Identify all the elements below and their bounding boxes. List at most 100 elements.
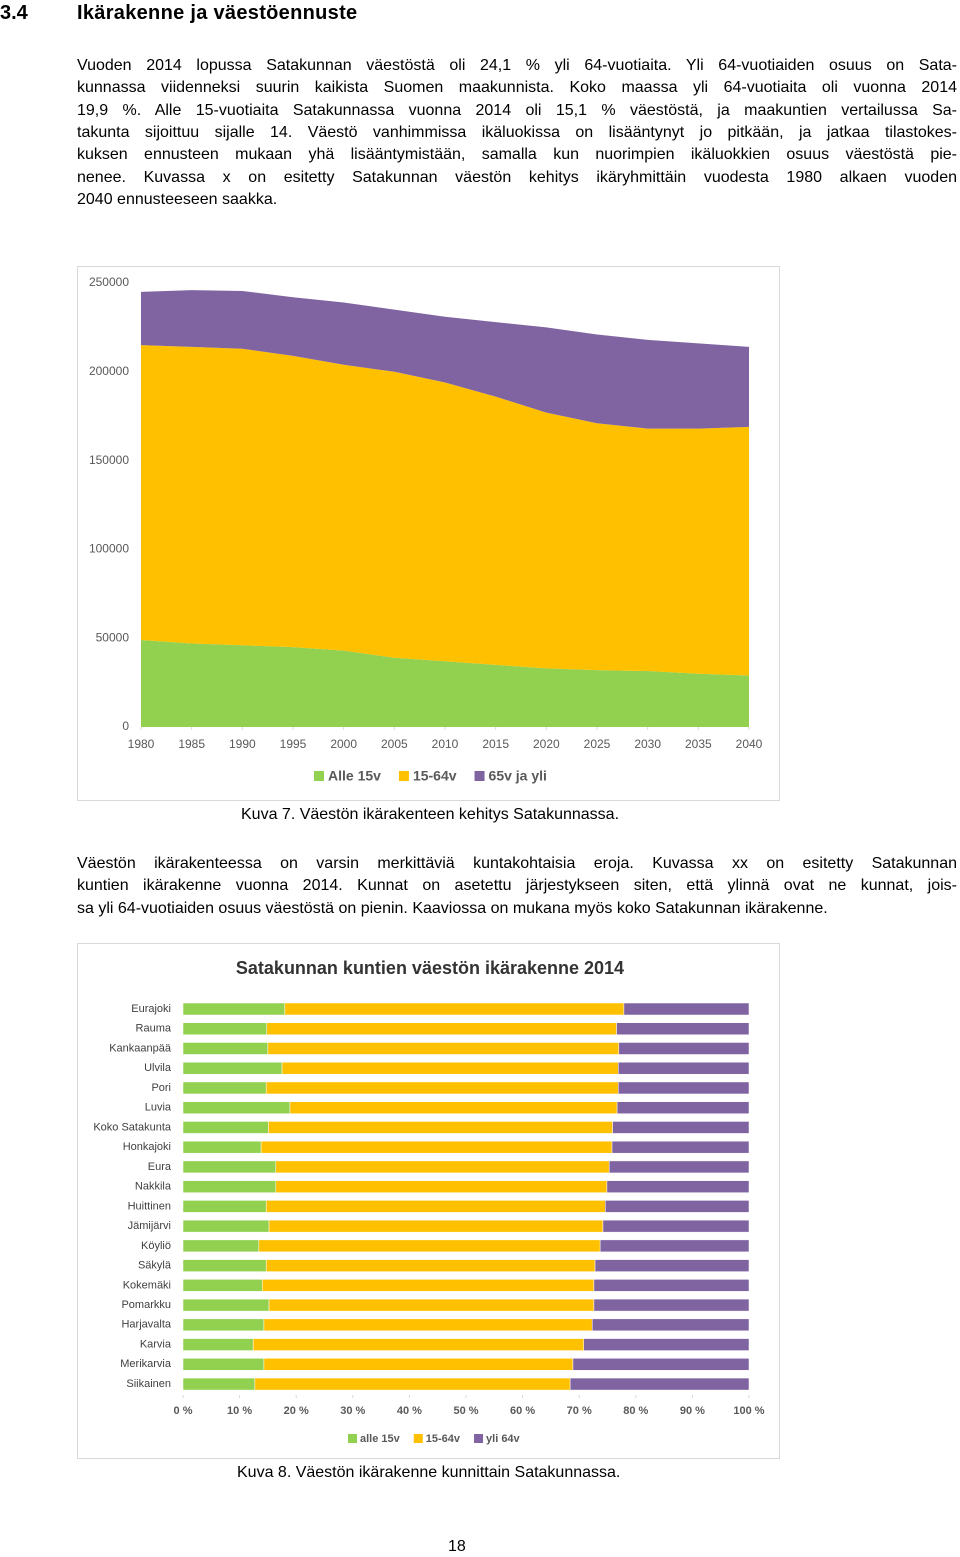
bar-segment [182, 1140, 262, 1154]
x-tick-label: 100 % [733, 1405, 764, 1417]
legend-swatch [314, 771, 324, 781]
y-tick-label: 0 [122, 719, 129, 733]
bar-segment [182, 1180, 277, 1193]
y-tick-label: Karvia [140, 1338, 172, 1350]
section-number: 3.4 [0, 2, 28, 24]
bar-segment [268, 1298, 595, 1312]
area [141, 345, 749, 676]
x-tick-label: 60 % [510, 1405, 535, 1417]
y-tick-label: Kokemäki [123, 1279, 171, 1291]
text-line: takunta sijoittuu sijalle 14. Väestö van… [77, 123, 957, 141]
y-tick-label: Rauma [136, 1023, 172, 1035]
bar-segment [254, 1377, 571, 1391]
y-tick-label: Pomarkku [121, 1299, 171, 1311]
y-tick-label: Siikainen [126, 1378, 171, 1390]
chart: Satakunnan kuntien väestön ikärakenne 20… [77, 943, 780, 1459]
bar-segment [182, 1259, 267, 1272]
y-tick-label: Luvia [145, 1102, 172, 1114]
x-tick-label: 2040 [736, 737, 763, 751]
bar-segment [182, 1377, 256, 1391]
chart: 0 50000 100000 150000 200000 250000 1980 1985 19… [77, 266, 780, 801]
bar-segment [611, 1140, 750, 1154]
x-tick-label: 1995 [280, 737, 307, 751]
y-tick-label: Pori [151, 1082, 171, 1094]
y-tick-label: 50000 [96, 630, 130, 644]
x-tick-label: 50 % [453, 1405, 478, 1417]
legend-swatch [413, 1434, 423, 1443]
legend-swatch [474, 1434, 484, 1443]
text-line: 2040 ennusteeseen saakka. [77, 190, 278, 208]
legend-label: yli 64v [486, 1433, 521, 1445]
bar-segment [616, 1101, 750, 1114]
bar-segment [593, 1279, 750, 1292]
bar-segment [266, 1022, 617, 1035]
bar-segment [593, 1298, 750, 1312]
bar-segment [258, 1239, 601, 1253]
bar-segment [608, 1160, 750, 1174]
bar-segment [182, 1022, 268, 1035]
y-tick-label: Nakkila [135, 1181, 172, 1193]
y-tick-label: Eura [148, 1161, 172, 1173]
bar-segment [616, 1022, 750, 1035]
text-line: kuksen ennusteen mukaan yhä lisääntymist… [77, 146, 957, 164]
bar-segment [182, 1081, 267, 1095]
bar-segment [260, 1140, 613, 1154]
bar-segment [182, 1358, 265, 1371]
bar-segment [618, 1061, 750, 1075]
bar-segment [182, 1002, 286, 1016]
x-tick-label: 2015 [482, 737, 509, 751]
legend-label: Alle 15v [328, 768, 381, 784]
x-tick-label: 2035 [685, 737, 712, 751]
bar-segment [268, 1121, 613, 1134]
bar-segment [182, 1121, 269, 1134]
text-line: sa yli 64-vuotiaiden osuus väestöstä on … [77, 899, 828, 917]
text-line: kuntien ikärakenne vuonna 2014. Kunnat o… [77, 877, 957, 895]
bar-segment [182, 1042, 269, 1055]
bar-segment [275, 1180, 608, 1193]
bar-segment [261, 1279, 595, 1292]
y-tick-label: 200000 [89, 364, 129, 378]
bar-segment [289, 1101, 618, 1114]
caption: Kuva 7. Väestön ikärakenteen kehitys Sat… [241, 806, 620, 823]
y-tick-label: Honkajoki [123, 1141, 171, 1153]
bar-segment [182, 1239, 260, 1253]
legend-label: 15-64v [413, 768, 457, 784]
legend-swatch [348, 1434, 357, 1443]
y-tick-label: Merikarvia [120, 1358, 172, 1370]
x-tick-label: 0 % [174, 1405, 193, 1417]
bar-segment [263, 1318, 593, 1332]
bar-segment [618, 1081, 750, 1095]
text-line: 19,9 %. Alle 15-vuotiaita Satakunnassa v… [77, 101, 957, 119]
bar-segment [182, 1219, 270, 1233]
x-tick-label: 1980 [128, 737, 155, 751]
x-tick-label: 20 % [284, 1405, 309, 1417]
bar-segment [182, 1298, 270, 1312]
bar-segment [572, 1358, 750, 1371]
bar-segment [606, 1180, 750, 1193]
x-tick-label: 2010 [432, 737, 459, 751]
x-tick-label: 1990 [229, 737, 256, 751]
y-tick-label: 150000 [89, 453, 129, 467]
bar-segment [252, 1338, 584, 1351]
x-tick-label: 80 % [623, 1405, 648, 1417]
bar-segment [623, 1002, 750, 1016]
bar-segment [612, 1121, 750, 1134]
legend-label: 65v ja yli [489, 768, 547, 784]
y-tick-label: Huittinen [128, 1200, 171, 1212]
bar-segment [182, 1061, 283, 1075]
bar-segment [569, 1377, 750, 1391]
x-tick-label: 2025 [584, 737, 611, 751]
bar-segment [604, 1200, 750, 1213]
bar-segment [599, 1239, 750, 1253]
bar-segment [265, 1259, 596, 1272]
x-tick-label: 40 % [397, 1405, 422, 1417]
legend-swatch [398, 771, 409, 781]
x-tick-label: 90 % [680, 1405, 705, 1417]
x-tick-label: 2005 [381, 737, 408, 751]
y-tick-label: 250000 [89, 275, 129, 289]
bar-segment [275, 1160, 610, 1174]
caption: Kuva 8. Väestön ikärakenne kunnittain Sa… [237, 1464, 621, 1481]
bar-segment [267, 1042, 620, 1055]
y-tick-label: Harjavalta [121, 1319, 171, 1331]
